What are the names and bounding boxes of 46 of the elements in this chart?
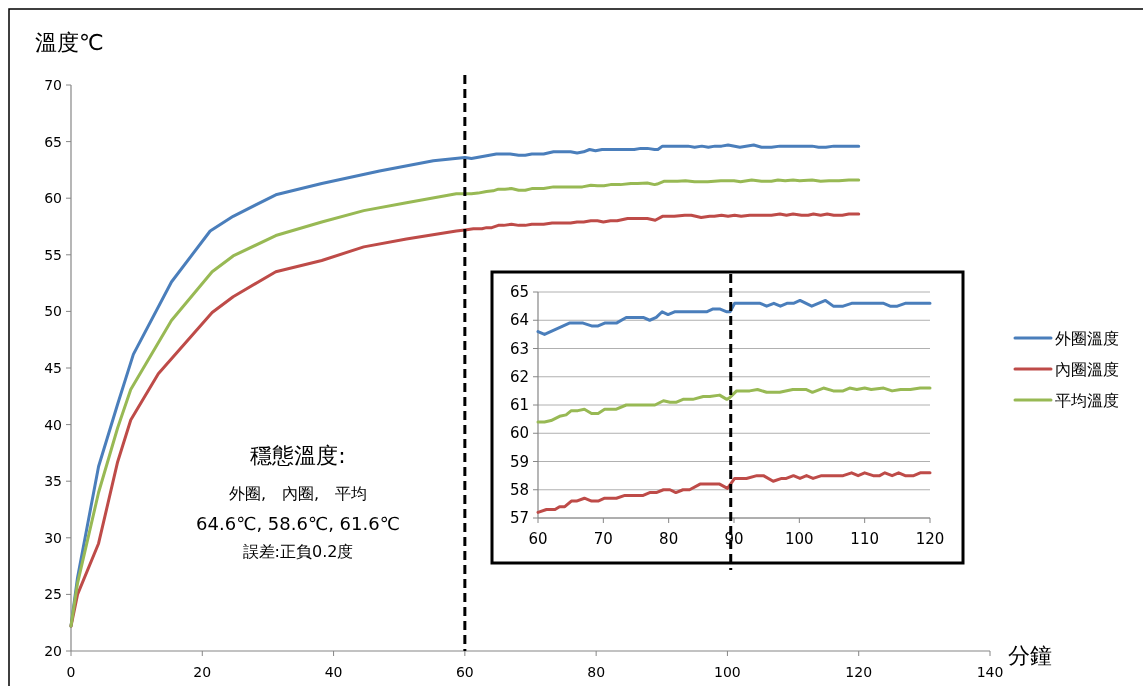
y-axis-title: 溫度℃ (35, 30, 104, 55)
y-tick-label: 55 (44, 246, 62, 263)
x-tick-label: 0 (66, 664, 76, 680)
legend-label: 平均溫度 (1055, 391, 1119, 410)
x-tick-label: 100 (785, 530, 814, 548)
legend-label: 內圈溫度 (1055, 360, 1119, 379)
annotation: 穩態溫度: (250, 443, 346, 468)
annotation: 誤差:正負0.2度 (242, 542, 354, 561)
y-tick-label: 60 (509, 424, 529, 443)
x-tick-label: 70 (593, 530, 613, 548)
x-tick-label: 120 (845, 664, 873, 680)
x-axis-title: 分鐘 (1008, 643, 1052, 668)
x-tick-label: 100 (714, 664, 741, 680)
y-tick-label: 25 (44, 586, 62, 603)
y-tick-label: 20 (44, 643, 62, 659)
y-tick-label: 63 (509, 339, 529, 358)
y-tick-label: 40 (44, 416, 62, 433)
x-tick-label: 120 (915, 530, 945, 548)
annotation: 外圈, 內圈, 平均 (228, 484, 368, 503)
y-tick-label: 65 (509, 283, 529, 301)
y-tick-label: 62 (509, 367, 529, 386)
x-tick-label: 20 (193, 664, 212, 680)
line-series (536, 298, 932, 336)
x-tick-label: 80 (659, 530, 679, 548)
y-tick-label: 65 (44, 133, 62, 150)
line-series (536, 386, 932, 424)
x-tick-label: 60 (455, 664, 474, 680)
legend-label: 外圈溫度 (1055, 329, 1119, 348)
x-tick-label: 40 (324, 664, 343, 680)
y-tick-label: 58 (509, 480, 529, 499)
x-tick-label: 60 (528, 530, 548, 548)
y-tick-label: 30 (44, 529, 62, 546)
y-tick-label: 45 (44, 360, 62, 376)
line-series (536, 471, 932, 514)
y-tick-label: 59 (509, 452, 529, 471)
x-tick-label: 80 (587, 664, 606, 680)
y-tick-label: 57 (509, 509, 529, 527)
x-tick-label: 140 (976, 664, 1004, 680)
x-tick-label: 110 (850, 530, 879, 548)
y-tick-label: 60 (44, 190, 62, 207)
annotation: 64.6℃, 58.6℃, 61.6℃ (196, 513, 400, 534)
y-tick-label: 61 (509, 396, 529, 414)
y-tick-label: 70 (44, 77, 62, 93)
y-tick-label: 64 (509, 311, 529, 330)
y-tick-label: 50 (44, 303, 62, 320)
y-tick-label: 35 (44, 473, 62, 490)
